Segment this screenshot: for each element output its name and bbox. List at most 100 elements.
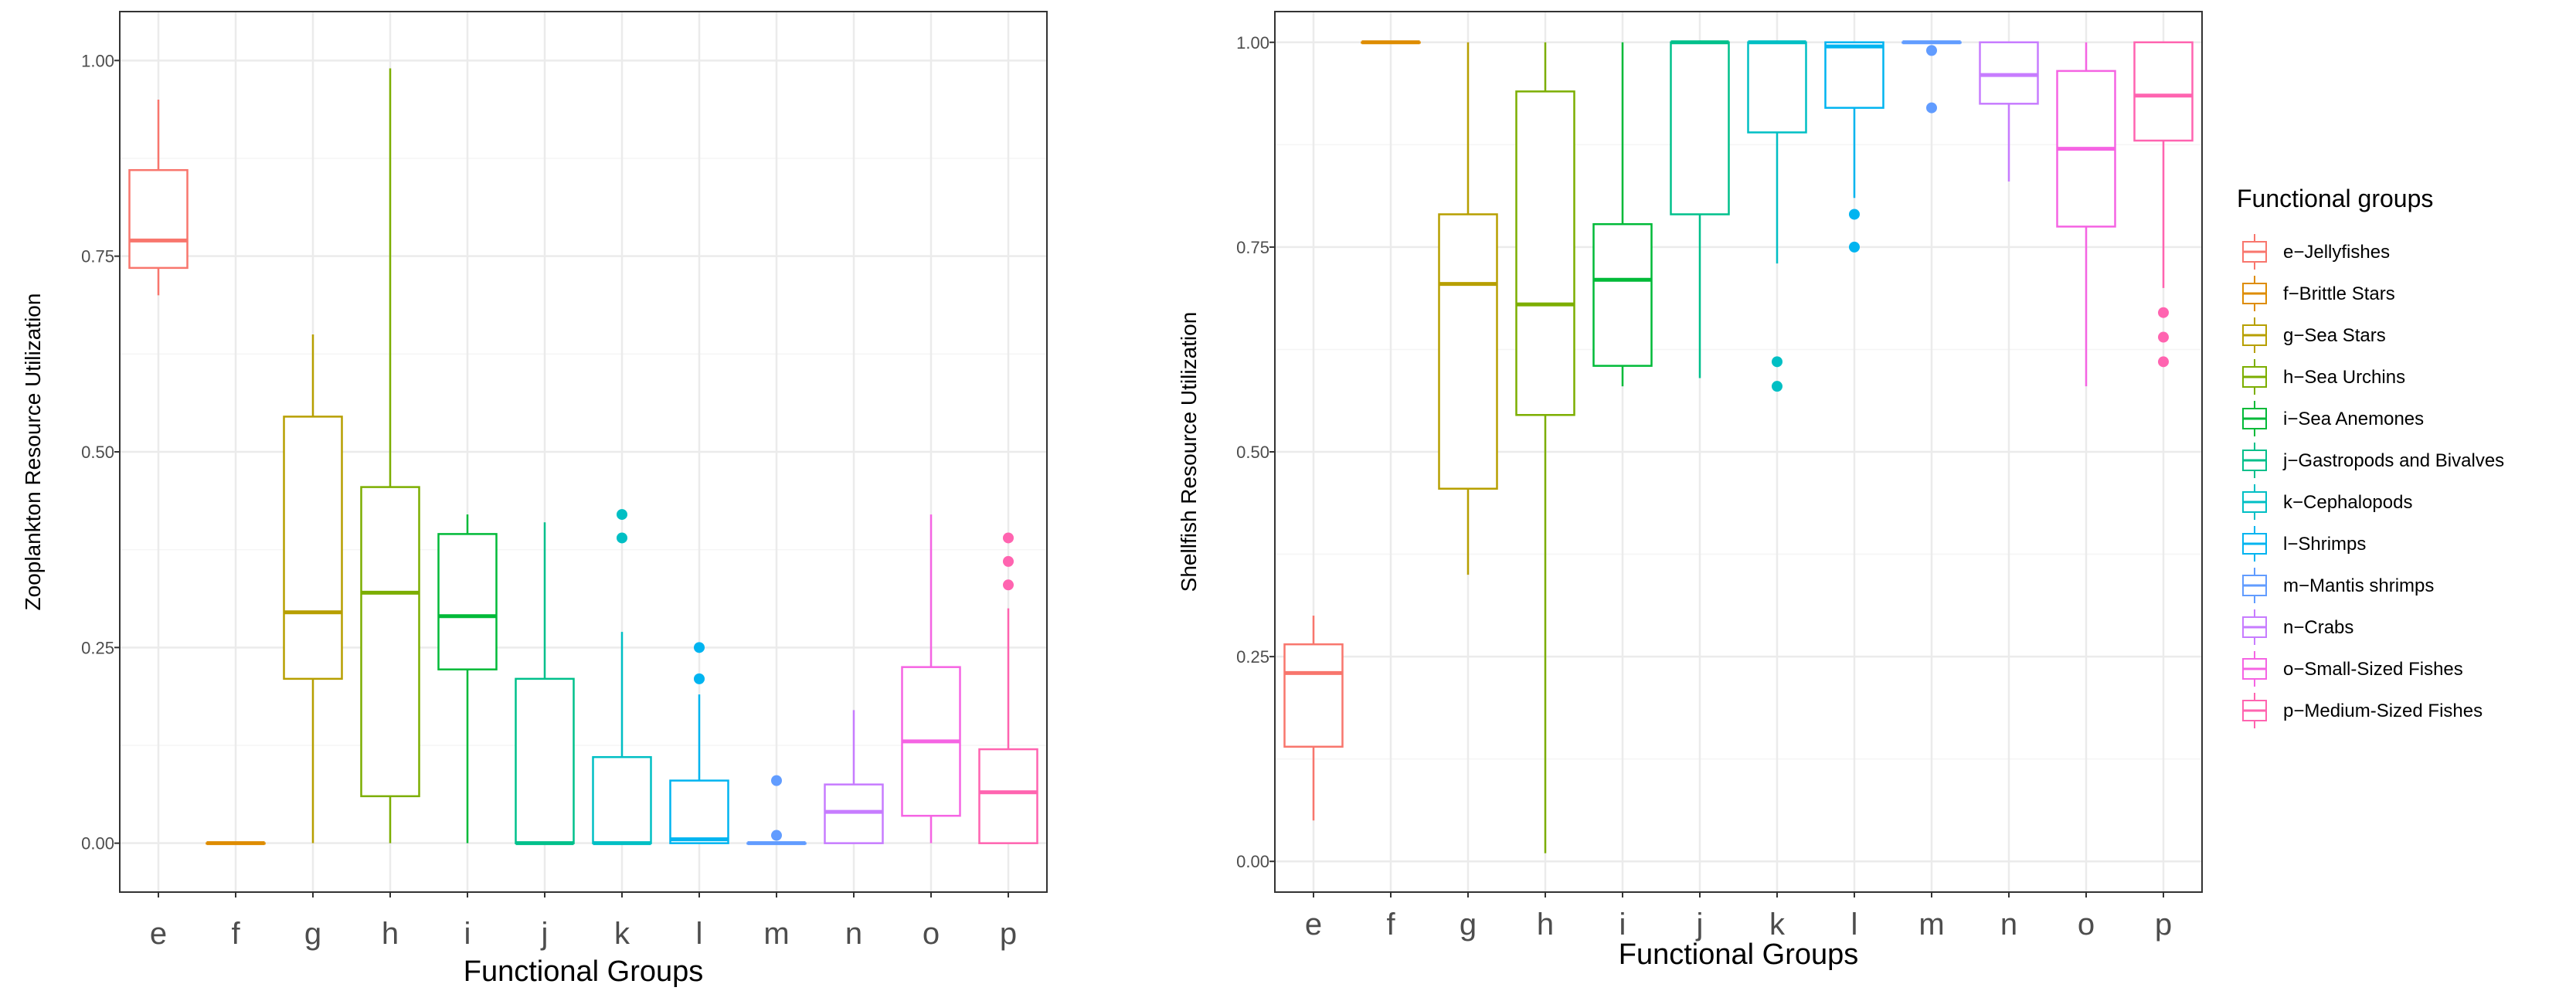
x-tick-label: m	[763, 917, 789, 951]
x-tick-label: e	[150, 917, 167, 951]
legend-key-o	[2242, 651, 2267, 687]
legend-label: f−Brittle Stars	[2283, 283, 2395, 304]
outlier-point	[1849, 209, 1860, 220]
box-body	[1438, 213, 1498, 490]
box-body	[1747, 41, 1807, 134]
x-tick-label: n	[845, 917, 862, 951]
box-body	[515, 677, 575, 844]
box-body	[592, 755, 652, 844]
y-axis-title: Zooplankton Resource Utilization	[21, 294, 45, 611]
x-tick-label: l	[696, 917, 703, 951]
box-e	[128, 100, 189, 296]
x-tick-label: i	[1619, 908, 1626, 942]
legend-title: Functional groups	[2237, 185, 2433, 212]
outlier-point	[1926, 45, 1937, 56]
legend-key-k	[2242, 484, 2267, 520]
box-n	[1979, 41, 2039, 182]
legend-label: l−Shrimps	[2283, 534, 2366, 555]
x-tick-label: j	[1696, 908, 1704, 942]
x-tick-label: j	[541, 917, 549, 951]
outlier-point	[2158, 356, 2169, 368]
legend: Functional groups e−Jellyfishes f−Brittle …	[2237, 185, 2504, 728]
x-tick-label: p	[1000, 917, 1017, 951]
box-o	[901, 514, 961, 843]
legend-label: k−Cephalopods	[2283, 492, 2412, 513]
legend-label: g−Sea Stars	[2283, 325, 2386, 346]
box-body	[1670, 41, 1730, 215]
x-tick-label: h	[1537, 908, 1554, 942]
y-tick-label: 1.00	[81, 51, 114, 70]
x-tick-label: i	[464, 917, 471, 951]
legend-key-i	[2242, 401, 2267, 436]
box-i	[437, 514, 498, 843]
outlier-point	[1772, 356, 1782, 368]
box-k	[592, 509, 652, 846]
x-tick-label: g	[1460, 908, 1477, 942]
x-tick-label: k	[614, 917, 630, 951]
x-tick-label: h	[382, 917, 399, 951]
outlier-point	[694, 673, 705, 684]
box-body	[1979, 41, 2039, 105]
outlier-point	[1003, 555, 1014, 567]
y-tick-label: 0.00	[81, 834, 114, 853]
box-body	[360, 486, 420, 798]
outlier-point	[1926, 102, 1937, 114]
box-m	[1901, 40, 1962, 114]
outlier-point	[1772, 381, 1782, 392]
y-tick-label: 0.75	[81, 247, 114, 266]
x-tick-label: l	[1851, 908, 1858, 942]
outlier-point	[1003, 579, 1014, 591]
legend-label: j−Gastropods and Bivalves	[2282, 450, 2504, 471]
outlier-point	[771, 830, 782, 841]
legend-key-h	[2242, 359, 2267, 395]
legend-label: i−Sea Anemones	[2283, 409, 2424, 429]
box-l	[1824, 41, 1884, 253]
shellfish-panel: 0.00 0.25 0.50 0.75 1.00 e f g h i j k l m n o p Function…	[1177, 11, 2203, 971]
x-tick-label: g	[304, 917, 321, 951]
box-o	[2056, 42, 2116, 387]
box-h	[360, 68, 420, 843]
legend-key-j	[2242, 443, 2267, 478]
outlier-point	[2158, 331, 2169, 343]
x-tick-label: o	[2078, 908, 2095, 942]
box-body	[1592, 222, 1653, 367]
y-tick-label: 1.00	[1236, 33, 1269, 53]
box-l	[669, 642, 729, 844]
box-g	[1438, 42, 1498, 575]
y-axis-title: Shellfish Resource Utilization	[1177, 312, 1201, 592]
x-tick-label: n	[2000, 908, 2017, 942]
box-body	[669, 779, 729, 844]
legend-key-e	[2242, 234, 2267, 270]
box-h	[1515, 42, 1575, 853]
outlier-point	[1003, 532, 1014, 544]
x-tick-label: f	[231, 917, 240, 951]
legend-label: o−Small-Sized Fishes	[2283, 659, 2463, 680]
x-tick-label: p	[2155, 908, 2172, 942]
legend-label: m−Mantis shrimps	[2283, 575, 2434, 596]
outlier-point	[617, 532, 627, 544]
legend-label: h−Sea Urchins	[2283, 367, 2405, 388]
outlier-point	[1849, 241, 1860, 253]
y-tick-label: 0.50	[1236, 443, 1269, 462]
box-f	[1361, 40, 1421, 45]
box-body	[978, 748, 1038, 844]
x-tick-label: o	[923, 917, 940, 951]
y-tick-label: 0.75	[1236, 238, 1269, 257]
legend-key-p	[2242, 693, 2267, 728]
legend-label: n−Crabs	[2283, 617, 2353, 638]
y-tick-label: 0.00	[1236, 852, 1269, 871]
x-axis-title: Functional Groups	[1619, 938, 1859, 971]
box-e	[1283, 616, 1344, 821]
y-tick-label: 0.50	[81, 443, 114, 462]
box-p	[978, 532, 1038, 844]
box-k	[1747, 40, 1807, 392]
legend-label: p−Medium-Sized Fishes	[2283, 701, 2483, 721]
legend-key-n	[2242, 609, 2267, 645]
legend-key-m	[2242, 568, 2267, 603]
box-body	[1824, 41, 1884, 109]
legend-key-l	[2242, 526, 2267, 562]
box-m	[746, 775, 807, 846]
outlier-point	[617, 509, 627, 521]
outlier-point	[694, 642, 705, 653]
